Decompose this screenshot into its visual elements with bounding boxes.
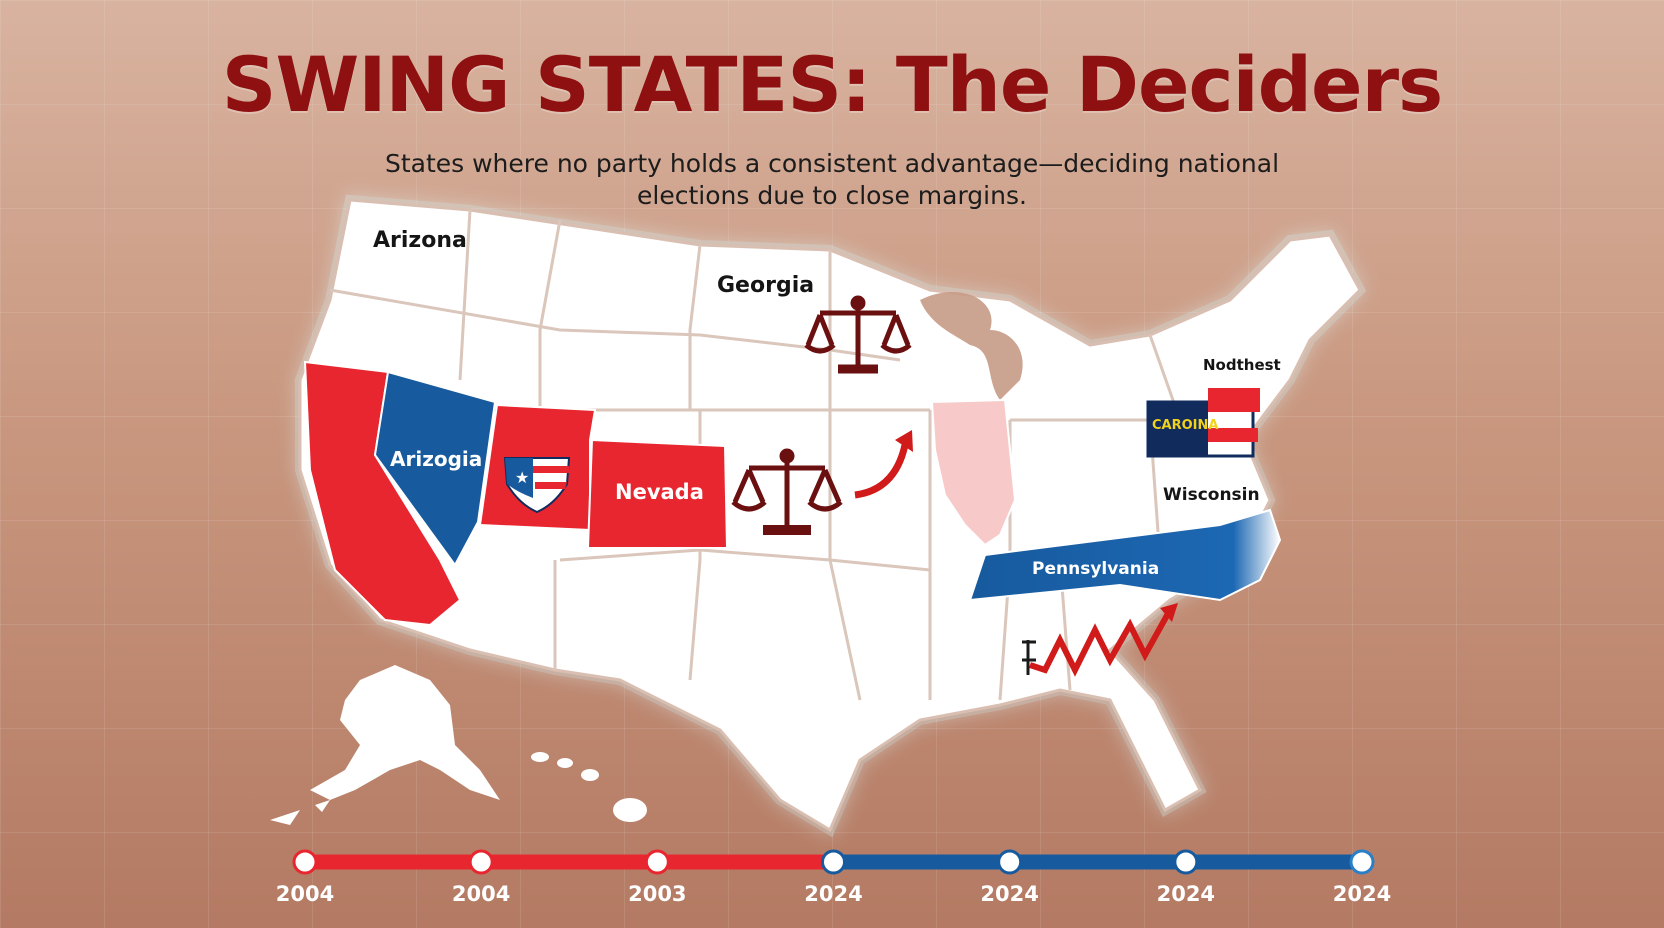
timeline-year-label: 2004 (451, 882, 511, 906)
label-wisconsin: Wisconsin (1163, 485, 1260, 505)
alaska-islands (270, 800, 330, 825)
state-nevada (586, 438, 729, 549)
label-arizona: Arizona (373, 228, 467, 253)
timeline-year-label: 2004 (275, 882, 335, 906)
flag-shield-icon: ★ (503, 457, 571, 514)
state-illinois (930, 398, 1017, 547)
label-georgia: Georgia (717, 273, 815, 298)
zigzag-trend-icon (1022, 603, 1178, 677)
page-title: SWING STATES: The Deciders (221, 40, 1444, 129)
scales-of-justice-icon (731, 448, 843, 535)
timeline-year-label: 2024 (1332, 882, 1392, 906)
label-nevada: Nevada (615, 480, 704, 504)
label-northeast: Nodthest (1203, 356, 1281, 374)
state-pennsylvania-band (968, 508, 1282, 602)
timeline-year-label: 2003 (628, 882, 687, 906)
state-hawaii (531, 752, 647, 822)
label-pennsylvania: Pennsylvania (1032, 559, 1160, 579)
state-carolina-flag (1146, 388, 1260, 458)
timeline-year-label: 2024 (804, 882, 863, 906)
timeline-year-label: 2024 (980, 882, 1039, 906)
label-carolina: CAROINA (1152, 418, 1219, 433)
great-lakes (920, 291, 1023, 400)
timeline-year-label: 2024 (1156, 882, 1216, 906)
page-subtitle: States where no party holds a consistent… (384, 149, 1280, 210)
scales-of-justice-icon (804, 295, 912, 374)
label-arizogia: Arizogia (390, 447, 483, 471)
svg-text:★: ★ (515, 468, 529, 487)
trend-arrow-icon (854, 430, 913, 499)
state-arizogia (373, 370, 497, 567)
state-alaska (310, 665, 500, 800)
